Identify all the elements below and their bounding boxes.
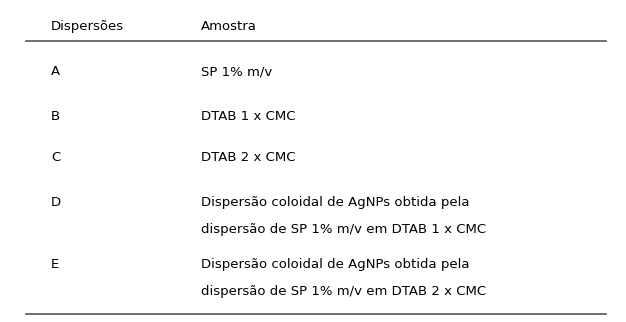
Text: D: D bbox=[51, 196, 61, 209]
Text: Dispersão coloidal de AgNPs obtida pela: Dispersão coloidal de AgNPs obtida pela bbox=[201, 258, 470, 271]
Text: E: E bbox=[51, 258, 59, 271]
Text: C: C bbox=[51, 151, 61, 164]
Text: DTAB 2 x CMC: DTAB 2 x CMC bbox=[201, 151, 295, 164]
Text: DTAB 1 x CMC: DTAB 1 x CMC bbox=[201, 110, 295, 123]
Text: Dispersões: Dispersões bbox=[51, 20, 125, 33]
Text: dispersão de SP 1% m/v em DTAB 2 x CMC: dispersão de SP 1% m/v em DTAB 2 x CMC bbox=[201, 285, 486, 298]
Text: SP 1% m/v: SP 1% m/v bbox=[201, 65, 272, 78]
Text: A: A bbox=[51, 65, 60, 78]
Text: B: B bbox=[51, 110, 60, 123]
Text: dispersão de SP 1% m/v em DTAB 1 x CMC: dispersão de SP 1% m/v em DTAB 1 x CMC bbox=[201, 223, 486, 236]
Text: Dispersão coloidal de AgNPs obtida pela: Dispersão coloidal de AgNPs obtida pela bbox=[201, 196, 470, 209]
Text: Amostra: Amostra bbox=[201, 20, 257, 33]
